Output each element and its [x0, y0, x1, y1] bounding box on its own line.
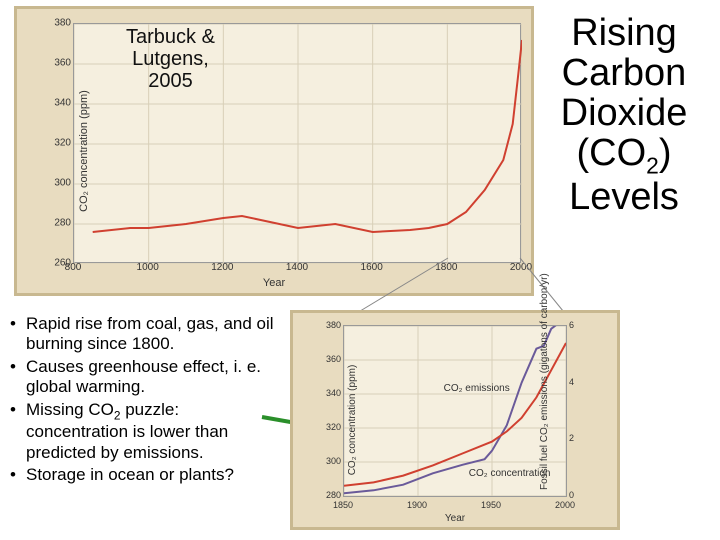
bullet-dot-icon: • — [10, 400, 26, 463]
series-label: CO₂ concentration — [469, 468, 551, 479]
ytick-label: 280 — [323, 490, 341, 500]
title-line: Levels — [538, 178, 710, 218]
bullet-dot-icon: • — [10, 465, 26, 485]
bullet-list: •Rapid rise from coal, gas, and oil burn… — [10, 314, 280, 487]
series-label: CO₂ emissions — [444, 383, 510, 394]
ytick-label: 2 — [569, 433, 583, 443]
xtick-label: 2000 — [555, 500, 575, 510]
bullet-item: •Rapid rise from coal, gas, and oil burn… — [10, 314, 280, 355]
bullet-text: Rapid rise from coal, gas, and oil burni… — [26, 314, 280, 355]
title-line: Dioxide — [538, 94, 710, 134]
inset-xlabel: Year — [445, 513, 465, 524]
ytick-label: 380 — [323, 320, 341, 330]
ytick-label: 0 — [569, 490, 583, 500]
xtick-label: 1950 — [481, 500, 501, 510]
ytick-label: 320 — [323, 422, 341, 432]
xtick-label: 1900 — [407, 500, 427, 510]
ytick-label: 360 — [323, 354, 341, 364]
ytick-label: 4 — [569, 377, 583, 387]
bullet-dot-icon: • — [10, 314, 26, 355]
bullet-text: Causes greenhouse effect, i. e. global w… — [26, 357, 280, 398]
ytick-label: 6 — [569, 320, 583, 330]
title-line: (CO2) — [538, 134, 710, 179]
bullet-item: •Storage in ocean or plants? — [10, 465, 280, 485]
bullet-text: Missing CO2 puzzle: concentration is low… — [26, 400, 280, 463]
ytick-label: 340 — [323, 388, 341, 398]
ytick-label: 300 — [323, 456, 341, 466]
bullet-dot-icon: • — [10, 357, 26, 398]
inset-chart-panel: CO₂ concentration (ppm) Fossil fuel CO₂ … — [290, 310, 620, 530]
title-line: Carbon — [538, 54, 710, 94]
xtick-label: 1850 — [333, 500, 353, 510]
slide-title: Rising Carbon Dioxide (CO2) Levels — [538, 14, 710, 218]
bullet-text: Storage in ocean or plants? — [26, 465, 234, 485]
title-line: Rising — [538, 14, 710, 54]
bullet-item: •Causes greenhouse effect, i. e. global … — [10, 357, 280, 398]
bullet-item: •Missing CO2 puzzle: concentration is lo… — [10, 400, 280, 463]
inset-ylabel-left: CO₂ concentration (ppm) — [347, 365, 358, 476]
